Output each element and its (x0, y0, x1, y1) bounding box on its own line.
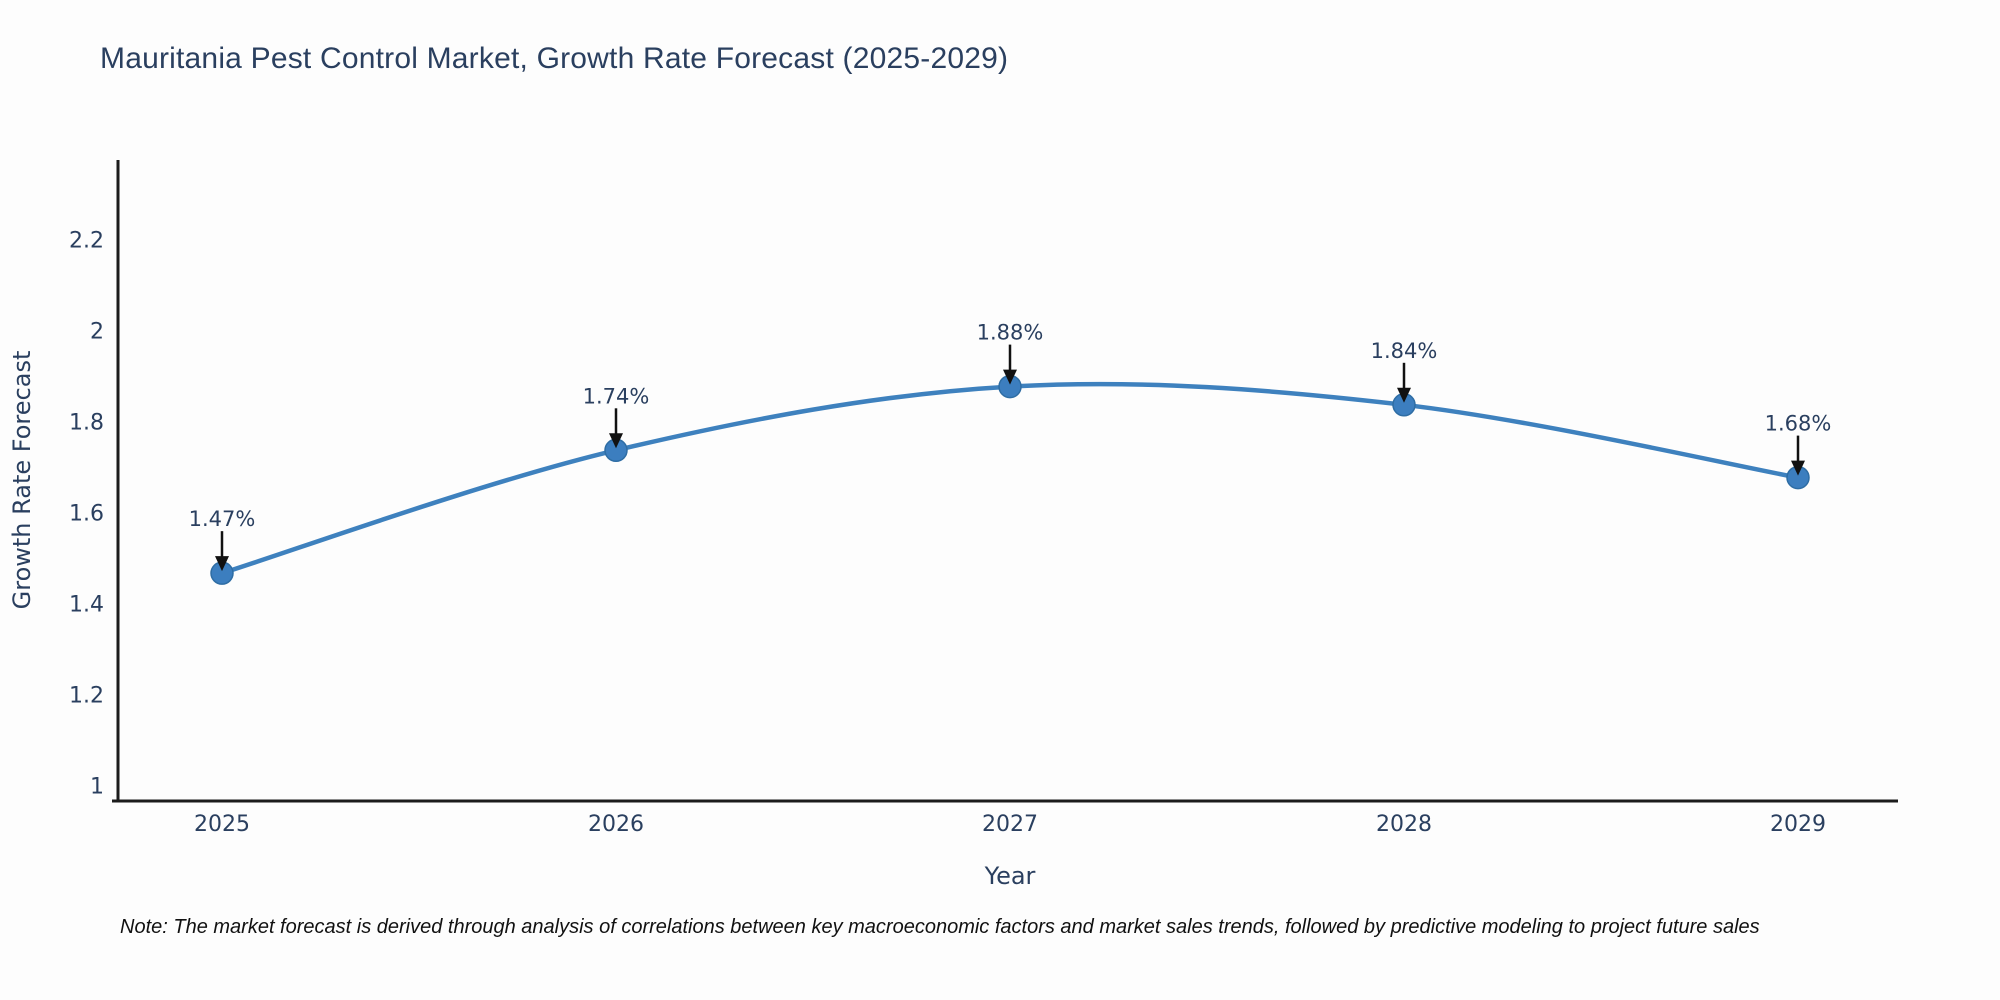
annotation-arrowhead (1003, 369, 1017, 385)
y-tick-label: 2.2 (69, 229, 104, 254)
x-tick-label: 2025 (194, 812, 250, 837)
x-tick-label: 2028 (1376, 812, 1432, 837)
annotation-arrowhead (609, 433, 623, 449)
x-tick-label: 2027 (982, 812, 1038, 837)
x-tick-label: 2029 (1770, 812, 1826, 837)
annotation-arrowhead (1397, 387, 1411, 403)
annotation-label: 1.84% (1371, 339, 1438, 363)
trend-line (219, 381, 1801, 576)
y-tick-label: 1 (90, 775, 104, 800)
annotation-label: 1.88% (977, 321, 1044, 345)
annotation-label: 1.74% (583, 384, 650, 408)
y-tick-label: 1.8 (69, 411, 104, 436)
y-tick-label: 2 (90, 320, 104, 345)
y-tick-label: 1.4 (69, 593, 104, 618)
annotation-label: 1.68% (1765, 412, 1832, 436)
y-tick-label: 1.2 (69, 684, 104, 709)
x-axis-title: Year (984, 862, 1036, 890)
y-tick-label: 1.6 (69, 502, 104, 527)
x-tick-label: 2026 (588, 812, 644, 837)
annotation-arrowhead (215, 556, 229, 572)
footnote: Note: The market forecast is derived thr… (120, 916, 1760, 938)
annotation-arrowhead (1791, 460, 1805, 476)
annotation-label: 1.47% (189, 507, 256, 531)
y-axis-title: Growth Rate Forecast (8, 351, 36, 610)
chart-title: Mauritania Pest Control Market, Growth R… (100, 42, 1009, 75)
